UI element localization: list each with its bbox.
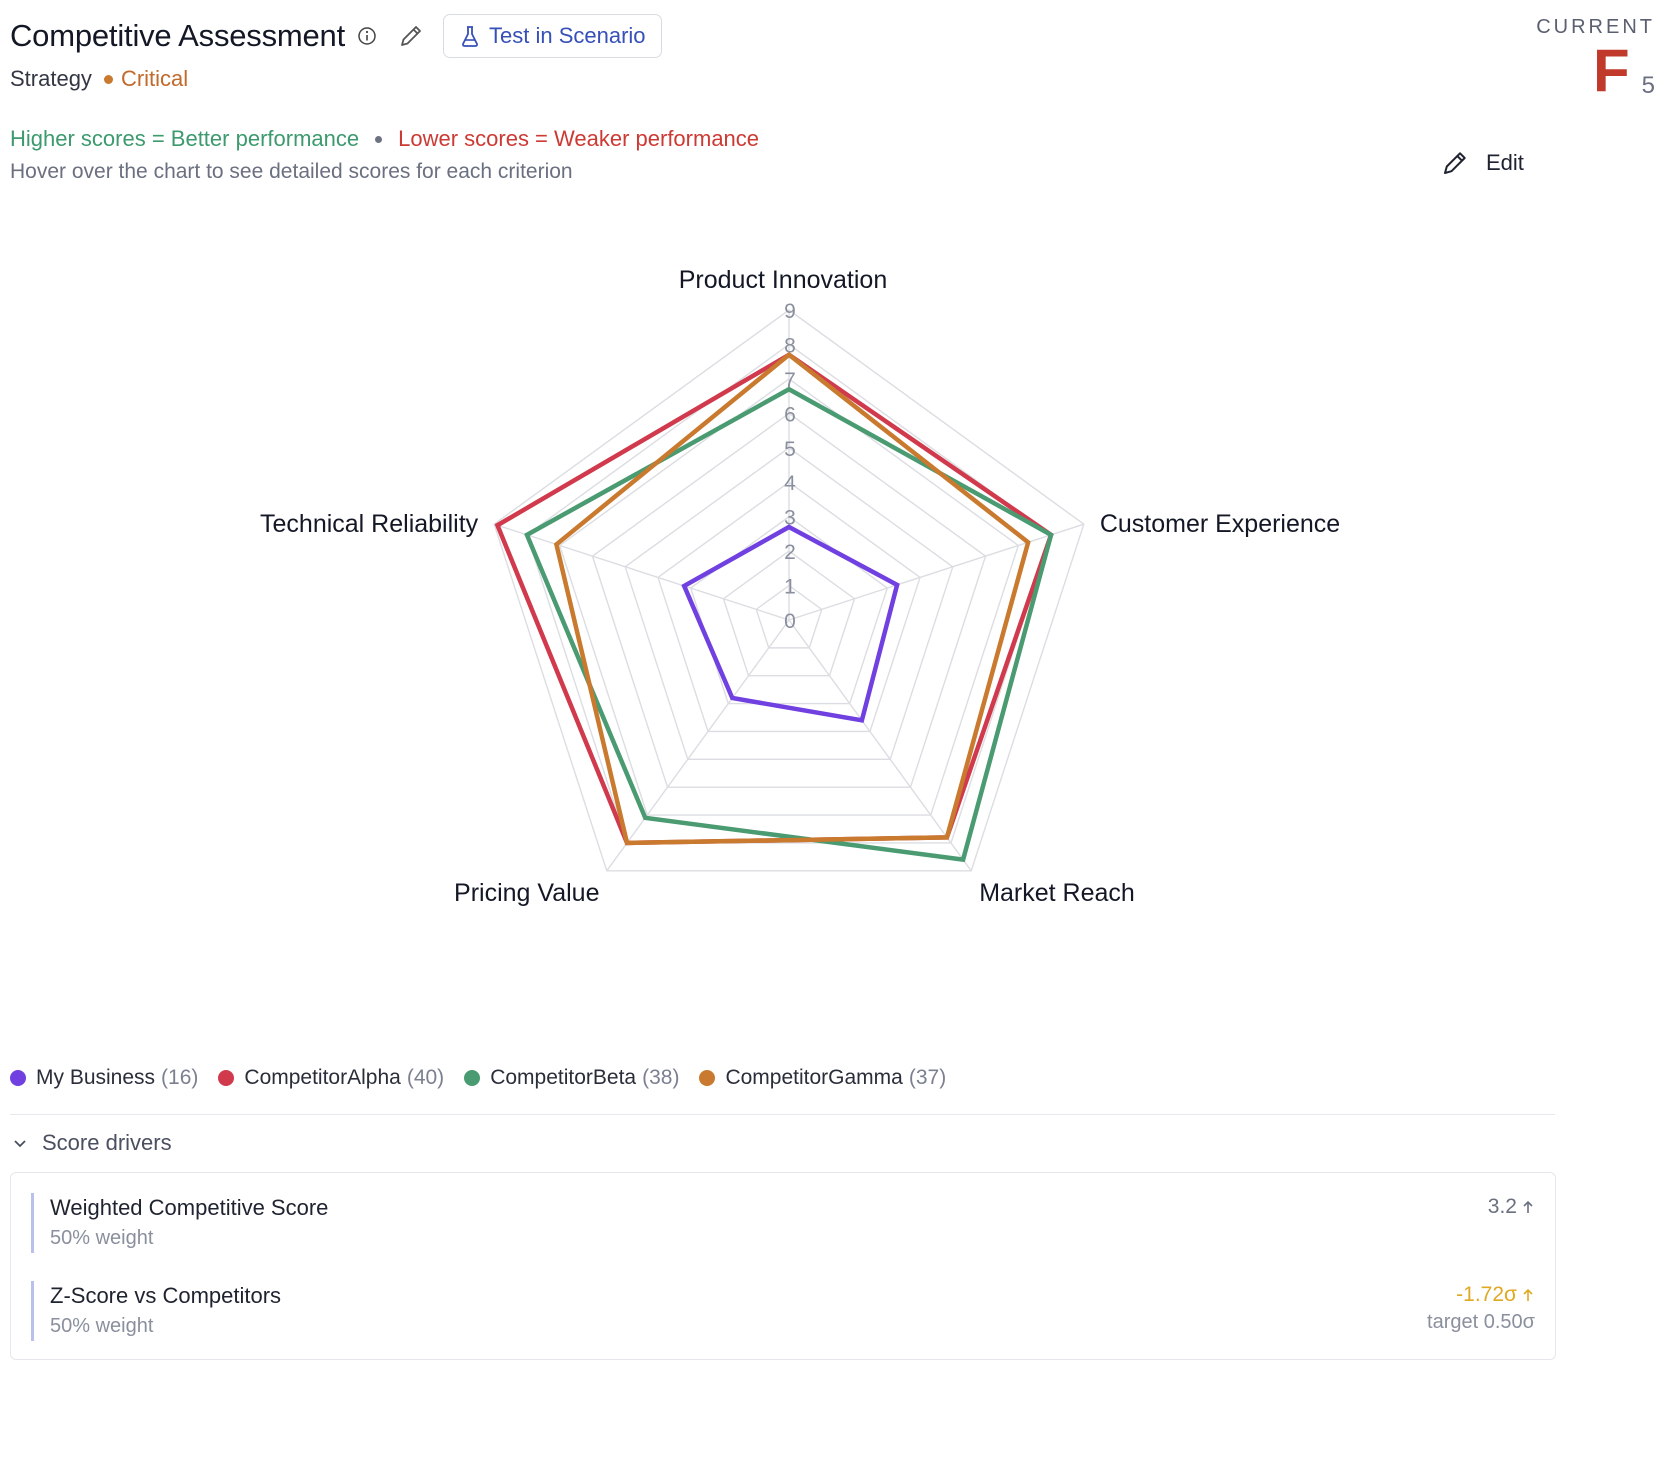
separator-dot — [375, 135, 383, 143]
legend-name: CompetitorAlpha — [244, 1066, 401, 1089]
score-drivers-panel: Weighted Competitive Score 50% weight 3.… — [10, 1172, 1556, 1360]
page-title: Competitive Assessment — [10, 18, 346, 53]
tick-label: 9 — [784, 300, 796, 323]
tick-label: 2 — [784, 541, 796, 564]
legend-name: My Business — [36, 1066, 156, 1089]
score-drivers-toggle[interactable]: Score drivers — [10, 1130, 172, 1156]
chevron-down-icon — [10, 1133, 30, 1153]
radar-axis-labels: Product Innovation Customer Experience Mar… — [260, 266, 1340, 907]
axis-label: Pricing Value — [454, 879, 599, 907]
tick-label: 3 — [784, 507, 796, 530]
grid-ring — [657, 481, 921, 733]
axis-label: Market Reach — [979, 879, 1135, 907]
legend-count: (16) — [161, 1066, 199, 1089]
driver-weight: 50% weight — [50, 1315, 154, 1337]
grid-ring — [722, 550, 856, 677]
tick-label: 0 — [784, 610, 796, 633]
pencil-icon[interactable] — [397, 22, 425, 50]
grade-score: 5 — [1641, 72, 1655, 99]
legend-item[interactable]: My Business (16) — [10, 1066, 198, 1090]
status-dot — [103, 74, 113, 84]
radar-chart[interactable]: 0 1 2 3 4 5 6 7 8 9 Product Innovation Customer Ex… — [0, 230, 1674, 1030]
legend-swatch — [464, 1070, 481, 1086]
grid-spoke — [606, 619, 790, 872]
current-grade: CURRENT F 5 — [1536, 16, 1655, 101]
arrow-up-icon — [1521, 1287, 1535, 1303]
legend-item[interactable]: CompetitorGamma (37) — [699, 1066, 946, 1090]
score-drivers-label: Score drivers — [42, 1130, 172, 1155]
driver-target: target 0.50σ — [1427, 1311, 1535, 1333]
driver-name: Weighted Competitive Score — [50, 1195, 329, 1220]
lower-scores-note: Lower scores = Weaker performance — [398, 126, 760, 151]
current-label: CURRENT — [1536, 16, 1655, 38]
arrow-up-icon — [1521, 1199, 1535, 1215]
radar-series — [494, 351, 1054, 863]
radar-tick-labels: 0 1 2 3 4 5 6 7 8 9 — [784, 300, 796, 633]
grid-spoke — [493, 523, 790, 621]
info-icon[interactable] — [357, 26, 377, 46]
legend-count: (40) — [406, 1066, 445, 1089]
edit-pencil-icon — [1440, 148, 1470, 178]
grid-ring — [493, 309, 1085, 872]
series-polygon-competitoralpha — [494, 352, 1054, 846]
edit-label: Edit — [1486, 150, 1524, 175]
flask-icon — [459, 24, 481, 48]
legend-item[interactable]: CompetitorBeta (38) — [464, 1066, 679, 1090]
grid-spoke — [788, 523, 1085, 621]
series-legend: My Business (16) CompetitorAlpha (40) Compet… — [10, 1066, 966, 1090]
radar-grid — [493, 309, 1085, 872]
tick-label: 1 — [784, 576, 796, 599]
driver-value-text: 3.2 — [1487, 1195, 1517, 1218]
driver-weight: 50% weight — [50, 1227, 154, 1249]
tick-label: 8 — [784, 334, 796, 357]
chart-hint: Hover over the chart to see detailed sco… — [10, 160, 573, 183]
grid-ring — [689, 515, 889, 705]
score-guide: Higher scores = Better performance Lower… — [10, 126, 759, 152]
driver-row: Weighted Competitive Score 50% weight 3.… — [31, 1193, 1535, 1253]
grid-spoke — [788, 619, 972, 872]
driver-row: Z-Score vs Competitors 50% weight -1.72σ… — [31, 1281, 1535, 1341]
legend-count: (38) — [642, 1066, 680, 1089]
legend-swatch — [10, 1070, 26, 1086]
higher-scores-note: Higher scores = Better performance — [10, 126, 360, 151]
grade-letter: F — [1592, 37, 1630, 104]
grid-ring — [591, 412, 987, 788]
driver-value: -1.72σ — [1456, 1283, 1535, 1307]
category-label: Strategy — [10, 66, 92, 91]
tick-label: 7 — [784, 369, 796, 392]
grid-ring — [624, 446, 954, 761]
legend-count: (37) — [908, 1066, 947, 1089]
edit-button[interactable]: Edit — [1440, 148, 1524, 178]
header: Competitive Assessment Test in Scenario — [10, 14, 662, 58]
axis-label: Technical Reliability — [260, 510, 479, 538]
grid-ring — [755, 584, 823, 649]
axis-label: Product Innovation — [679, 266, 887, 294]
legend-swatch — [699, 1070, 716, 1086]
legend-swatch — [218, 1070, 235, 1086]
grid-ring — [558, 378, 1020, 816]
legend-name: CompetitorGamma — [725, 1066, 903, 1089]
status-badge: Critical — [120, 66, 189, 91]
tick-label: 4 — [784, 472, 796, 495]
category-line: Strategy Critical — [10, 66, 188, 92]
axis-label: Customer Experience — [1100, 510, 1340, 538]
series-polygon-my-business — [681, 524, 900, 723]
divider — [10, 1114, 1555, 1115]
test-in-scenario-label: Test in Scenario — [489, 23, 646, 48]
legend-name: CompetitorBeta — [490, 1066, 637, 1089]
legend-item[interactable]: CompetitorAlpha (40) — [218, 1066, 444, 1090]
test-in-scenario-button[interactable]: Test in Scenario — [443, 14, 662, 58]
tick-label: 5 — [784, 438, 796, 461]
driver-value-text: -1.72σ — [1456, 1283, 1517, 1306]
tick-label: 6 — [784, 403, 796, 426]
driver-name: Z-Score vs Competitors — [50, 1283, 282, 1308]
driver-value: 3.2 — [1488, 1195, 1535, 1219]
series-polygon-competitorgamma — [553, 351, 1031, 846]
